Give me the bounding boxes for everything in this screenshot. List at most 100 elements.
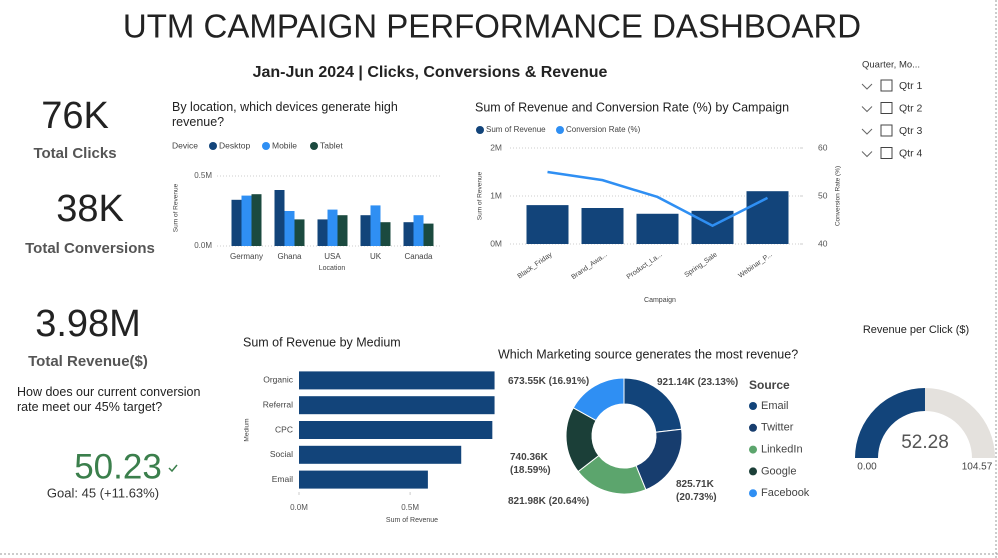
- slice-label: 673.55K (16.91%): [508, 376, 590, 387]
- legend-label: Google: [761, 465, 796, 477]
- x-tick-label: Germany: [230, 252, 263, 261]
- legend-label: Conversion Rate (%): [566, 125, 641, 134]
- bar: [337, 215, 348, 246]
- bar: [299, 396, 495, 415]
- legend-label: Facebook: [761, 487, 810, 499]
- dashboard-title: UTM CAMPAIGN PERFORMANCE DASHBOARD: [123, 8, 861, 45]
- x-tick-label: 0.5M: [401, 503, 419, 512]
- bar: [231, 199, 242, 246]
- slicer-checkbox[interactable]: [880, 124, 893, 137]
- y-tick-label: 0.5M: [194, 171, 212, 180]
- target-check-icon: [168, 464, 178, 473]
- bar: [299, 445, 462, 464]
- target-question: How does our current conversion rate mee…: [17, 385, 201, 414]
- bar: [327, 209, 338, 246]
- bar: [413, 215, 424, 246]
- slicer-item: Qtr 3: [899, 125, 922, 137]
- donut-slice: [572, 377, 625, 422]
- y2-tick-label: 50: [818, 190, 828, 200]
- bar: [299, 421, 493, 439]
- kpi-label: Total Clicks: [33, 145, 116, 162]
- y-tick-label: Social: [270, 449, 293, 459]
- slicer-checkbox[interactable]: [880, 79, 893, 92]
- x-tick-label: Webinar_P...: [737, 251, 773, 279]
- legend-marker: [556, 126, 564, 134]
- slicer-checkbox[interactable]: [880, 147, 893, 159]
- bar: [274, 190, 285, 246]
- gauge-fill: [855, 388, 925, 458]
- bar: [299, 371, 495, 390]
- slicer-item: Qtr 4: [899, 147, 922, 159]
- y-tick-label: 0.0M: [194, 241, 212, 250]
- slice-label: 921.14K (23.13%): [657, 377, 739, 388]
- bar: [691, 210, 734, 244]
- gauge-max-label: 104.57: [962, 462, 993, 473]
- bar: [370, 205, 381, 246]
- kpi-value: 38K: [56, 188, 124, 230]
- target-goal: Goal: 45 (+11.63%): [47, 485, 159, 500]
- chart-title: Sum of Revenue by Medium: [243, 335, 401, 349]
- legend-label: Twitter: [761, 422, 794, 434]
- legend-marker: [749, 423, 757, 432]
- x-axis-title: Campaign: [644, 297, 676, 304]
- target-value: 50.23: [74, 447, 162, 486]
- bar: [251, 194, 262, 246]
- slicer-chevron: [861, 128, 873, 135]
- slicer-title: Quarter, Mo...: [862, 60, 920, 71]
- bar: [423, 223, 434, 246]
- chart-title: By location, which devices generate high…: [172, 100, 398, 129]
- y-tick-label: 2M: [490, 142, 502, 152]
- bar: [317, 219, 328, 246]
- x-tick-label: Black_Friday: [517, 251, 555, 280]
- y-tick-label: Referral: [263, 399, 293, 409]
- x-tick-label: Brand_Awa...: [570, 251, 608, 281]
- x-axis-title: Sum of Revenue: [386, 517, 438, 524]
- bar: [526, 205, 569, 244]
- legend-label: Mobile: [272, 140, 297, 150]
- legend-marker: [476, 126, 484, 134]
- bar: [284, 211, 295, 246]
- x-tick-label: USA: [324, 252, 341, 261]
- dashboard-subtitle: Jan-Jun 2024 | Clicks, Conversions & Rev…: [253, 64, 608, 81]
- legend-marker: [310, 142, 318, 150]
- legend-label: Desktop: [219, 140, 250, 150]
- bar: [636, 213, 679, 244]
- y-tick-label: Organic: [263, 375, 294, 385]
- slicer-item: Qtr 2: [899, 102, 922, 114]
- kpi-label: Total Conversions: [25, 240, 155, 257]
- bar: [581, 208, 624, 244]
- bar: [746, 191, 789, 244]
- x-tick-label: Canada: [404, 252, 433, 261]
- chart-title: Revenue per Click ($): [863, 324, 969, 336]
- x-tick-label: 0.0M: [290, 503, 308, 512]
- bar: [294, 219, 305, 246]
- bar: [403, 222, 414, 246]
- legend-marker: [209, 142, 217, 150]
- kpi-value: 3.98M: [35, 303, 141, 345]
- legend-label: Tablet: [320, 140, 343, 150]
- legend-label: Sum of Revenue: [486, 125, 546, 134]
- y-tick-label: 0M: [490, 238, 502, 248]
- bar: [299, 470, 428, 489]
- y2-tick-label: 40: [818, 238, 828, 248]
- legend-marker: [749, 445, 757, 454]
- legend-label: Email: [761, 400, 789, 412]
- line-series: [547, 170, 769, 228]
- bar: [360, 215, 371, 246]
- legend-marker: [749, 489, 757, 498]
- kpi-label: Total Revenue($): [28, 353, 148, 370]
- slicer-chevron: [861, 83, 873, 90]
- y-axis-title: Sum of Revenue: [477, 171, 484, 220]
- slicer-chevron: [861, 151, 873, 158]
- chart-title: Which Marketing source generates the mos…: [498, 347, 798, 361]
- slicer-checkbox[interactable]: [880, 102, 893, 114]
- y-axis-title: Medium: [244, 418, 251, 441]
- kpi-value: 76K: [41, 95, 109, 137]
- slice-label: 821.98K (20.64%): [508, 496, 590, 507]
- y-axis-title: Sum of Revenue: [173, 183, 180, 232]
- legend-title: Source: [749, 378, 790, 392]
- slicer-item: Qtr 1: [899, 80, 922, 92]
- legend-marker: [749, 402, 757, 410]
